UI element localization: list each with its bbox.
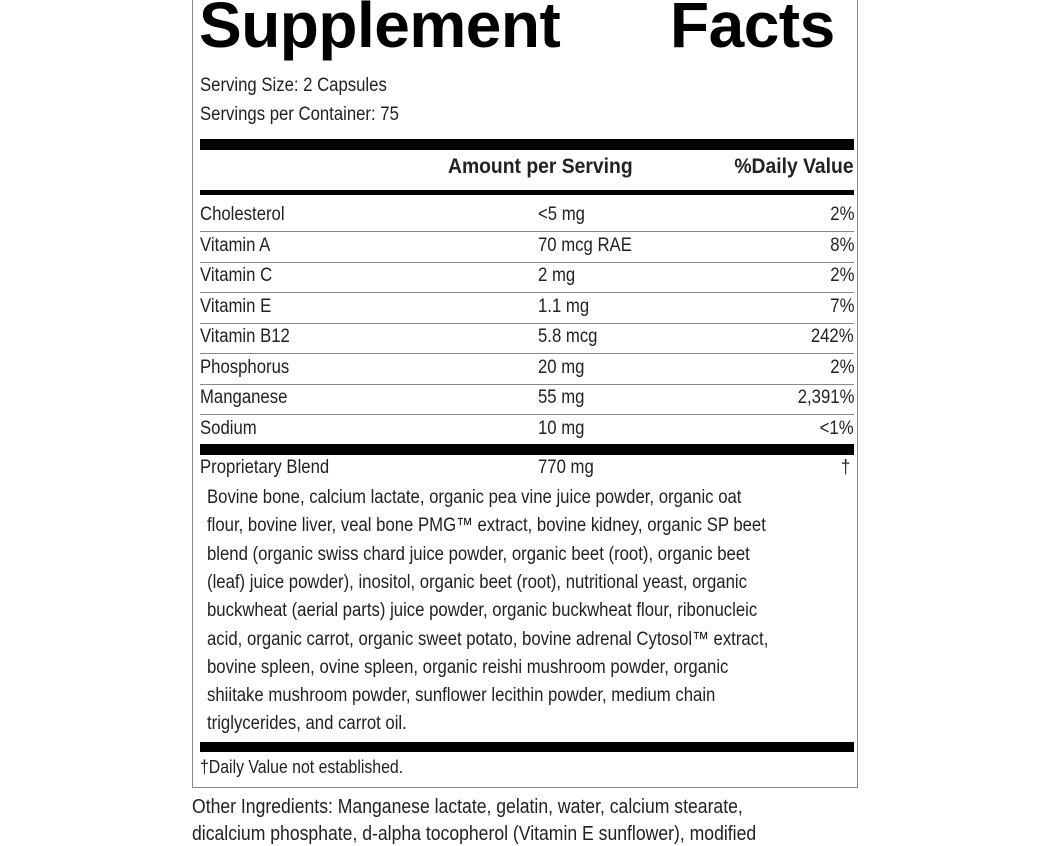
other-ingredients-line: Other Ingredients: Manganese lactate, ge… (192, 796, 743, 818)
nutrient-dv: 2% (829, 265, 854, 286)
row-divider (200, 231, 854, 232)
thick-divider (200, 742, 854, 752)
nutrient-name: Manganese (200, 387, 288, 408)
nutrient-amount: 1.1 mg (538, 295, 590, 317)
thick-divider (200, 444, 854, 455)
nutrient-dv: 2% (829, 356, 854, 378)
blend-ingredient-line: triglycerides, and carrot oil. (207, 713, 407, 735)
blend-name: Proprietary Blend (200, 457, 330, 478)
nutrient-amount: 70 mcg RAE (538, 234, 632, 256)
nutrient-dv: <1% (820, 417, 854, 439)
thick-divider (200, 139, 854, 150)
blend-amount: 770 mg (538, 457, 594, 478)
row-divider (200, 353, 854, 354)
nutrient-dv: 8% (829, 234, 854, 256)
blend-ingredient-line: buckwheat (aerial parts) juice powder, o… (207, 600, 758, 622)
medium-divider (200, 190, 854, 195)
nutrient-dv: 7% (829, 295, 854, 317)
nutrient-name: Cholesterol (200, 204, 285, 225)
amount-header: Amount per Serving (448, 155, 633, 178)
blend-ingredient-line: acid, organic carrot, organic sweet pota… (207, 628, 769, 650)
title-facts: Facts (670, 0, 835, 61)
nutrient-amount: 5.8 mcg (538, 326, 598, 347)
blend-ingredient-line: flour, bovine liver, veal bone PMG™ extr… (207, 515, 766, 537)
dv-header: %Daily Value (734, 155, 854, 178)
nutrient-name: Vitamin E (200, 295, 272, 317)
nutrient-amount: <5 mg (538, 204, 585, 225)
nutrient-name: Phosphorus (200, 356, 290, 378)
other-ingredients-line: dicalcium phosphate, d-alpha tocopherol … (192, 823, 757, 845)
blend-ingredient-line: (leaf) juice powder), inositol, organic … (207, 571, 747, 593)
nutrient-amount: 55 mg (538, 387, 585, 408)
row-divider (200, 292, 854, 293)
serving-size: Serving Size: 2 Capsules (200, 75, 387, 96)
row-divider (200, 261, 854, 263)
blend-ingredient-line: Bovine bone, calcium lactate, organic pe… (207, 487, 742, 508)
supplement-facts-panel (192, 0, 858, 788)
row-divider (200, 414, 854, 415)
footnote: †Daily Value not established. (200, 757, 404, 777)
blend-dv: † (841, 457, 851, 478)
nutrient-amount: 2 mg (538, 265, 576, 286)
nutrient-amount: 20 mg (538, 356, 585, 378)
nutrient-name: Vitamin B12 (200, 326, 290, 347)
nutrient-name: Sodium (200, 417, 257, 439)
nutrient-name: Vitamin C (200, 265, 273, 286)
nutrient-dv: 2% (829, 204, 854, 225)
row-divider (200, 322, 854, 324)
servings-per-container: Servings per Container: 75 (200, 104, 399, 125)
row-divider (200, 383, 854, 385)
blend-ingredient-line: shiitake mushroom powder, sunflower leci… (207, 685, 716, 707)
nutrient-name: Vitamin A (200, 234, 271, 256)
blend-ingredient-line: bovine spleen, ovine spleen, organic rei… (207, 656, 729, 678)
nutrient-amount: 10 mg (538, 417, 585, 439)
blend-ingredient-line: blend (organic swiss chard juice powder,… (207, 543, 750, 565)
nutrient-dv: 2,391% (797, 387, 854, 408)
title-supplement: Supplement (199, 0, 561, 61)
nutrient-dv: 242% (811, 326, 854, 347)
